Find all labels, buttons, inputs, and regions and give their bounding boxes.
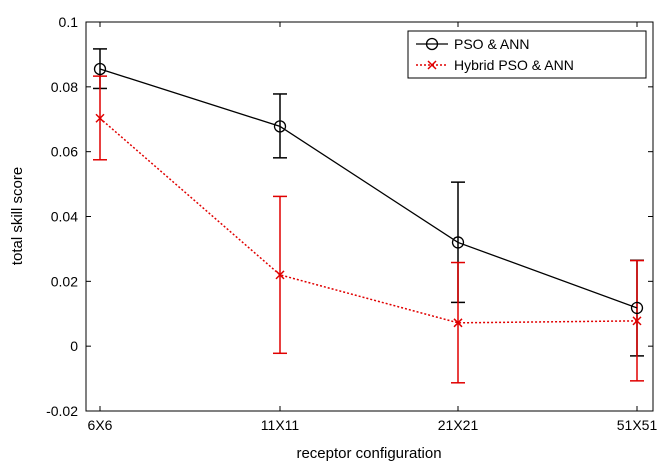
y-tick-label: 0 <box>70 338 78 354</box>
y-tick-label: 0.06 <box>51 144 78 160</box>
x-tick-label: 21X21 <box>438 417 479 433</box>
legend: PSO & ANN Hybrid PSO & ANN <box>408 31 646 78</box>
legend-label-hybrid: Hybrid PSO & ANN <box>454 57 574 73</box>
y-tick-label: 0.08 <box>51 79 78 95</box>
x-tick-label: 51X51 <box>617 417 658 433</box>
y-tick-label: -0.02 <box>46 403 78 419</box>
plot-area <box>86 22 653 411</box>
y-tick-label: 0.04 <box>51 209 78 225</box>
x-axis-label: receptor configuration <box>296 445 441 461</box>
y-tick-label: 0.1 <box>59 14 79 30</box>
x-tick-label: 11X11 <box>261 417 300 433</box>
y-axis-label: total skill score <box>9 167 26 265</box>
y-tick-label: 0.02 <box>51 273 78 289</box>
legend-label-pso-ann: PSO & ANN <box>454 36 529 52</box>
x-tick-label: 6X6 <box>88 417 113 433</box>
